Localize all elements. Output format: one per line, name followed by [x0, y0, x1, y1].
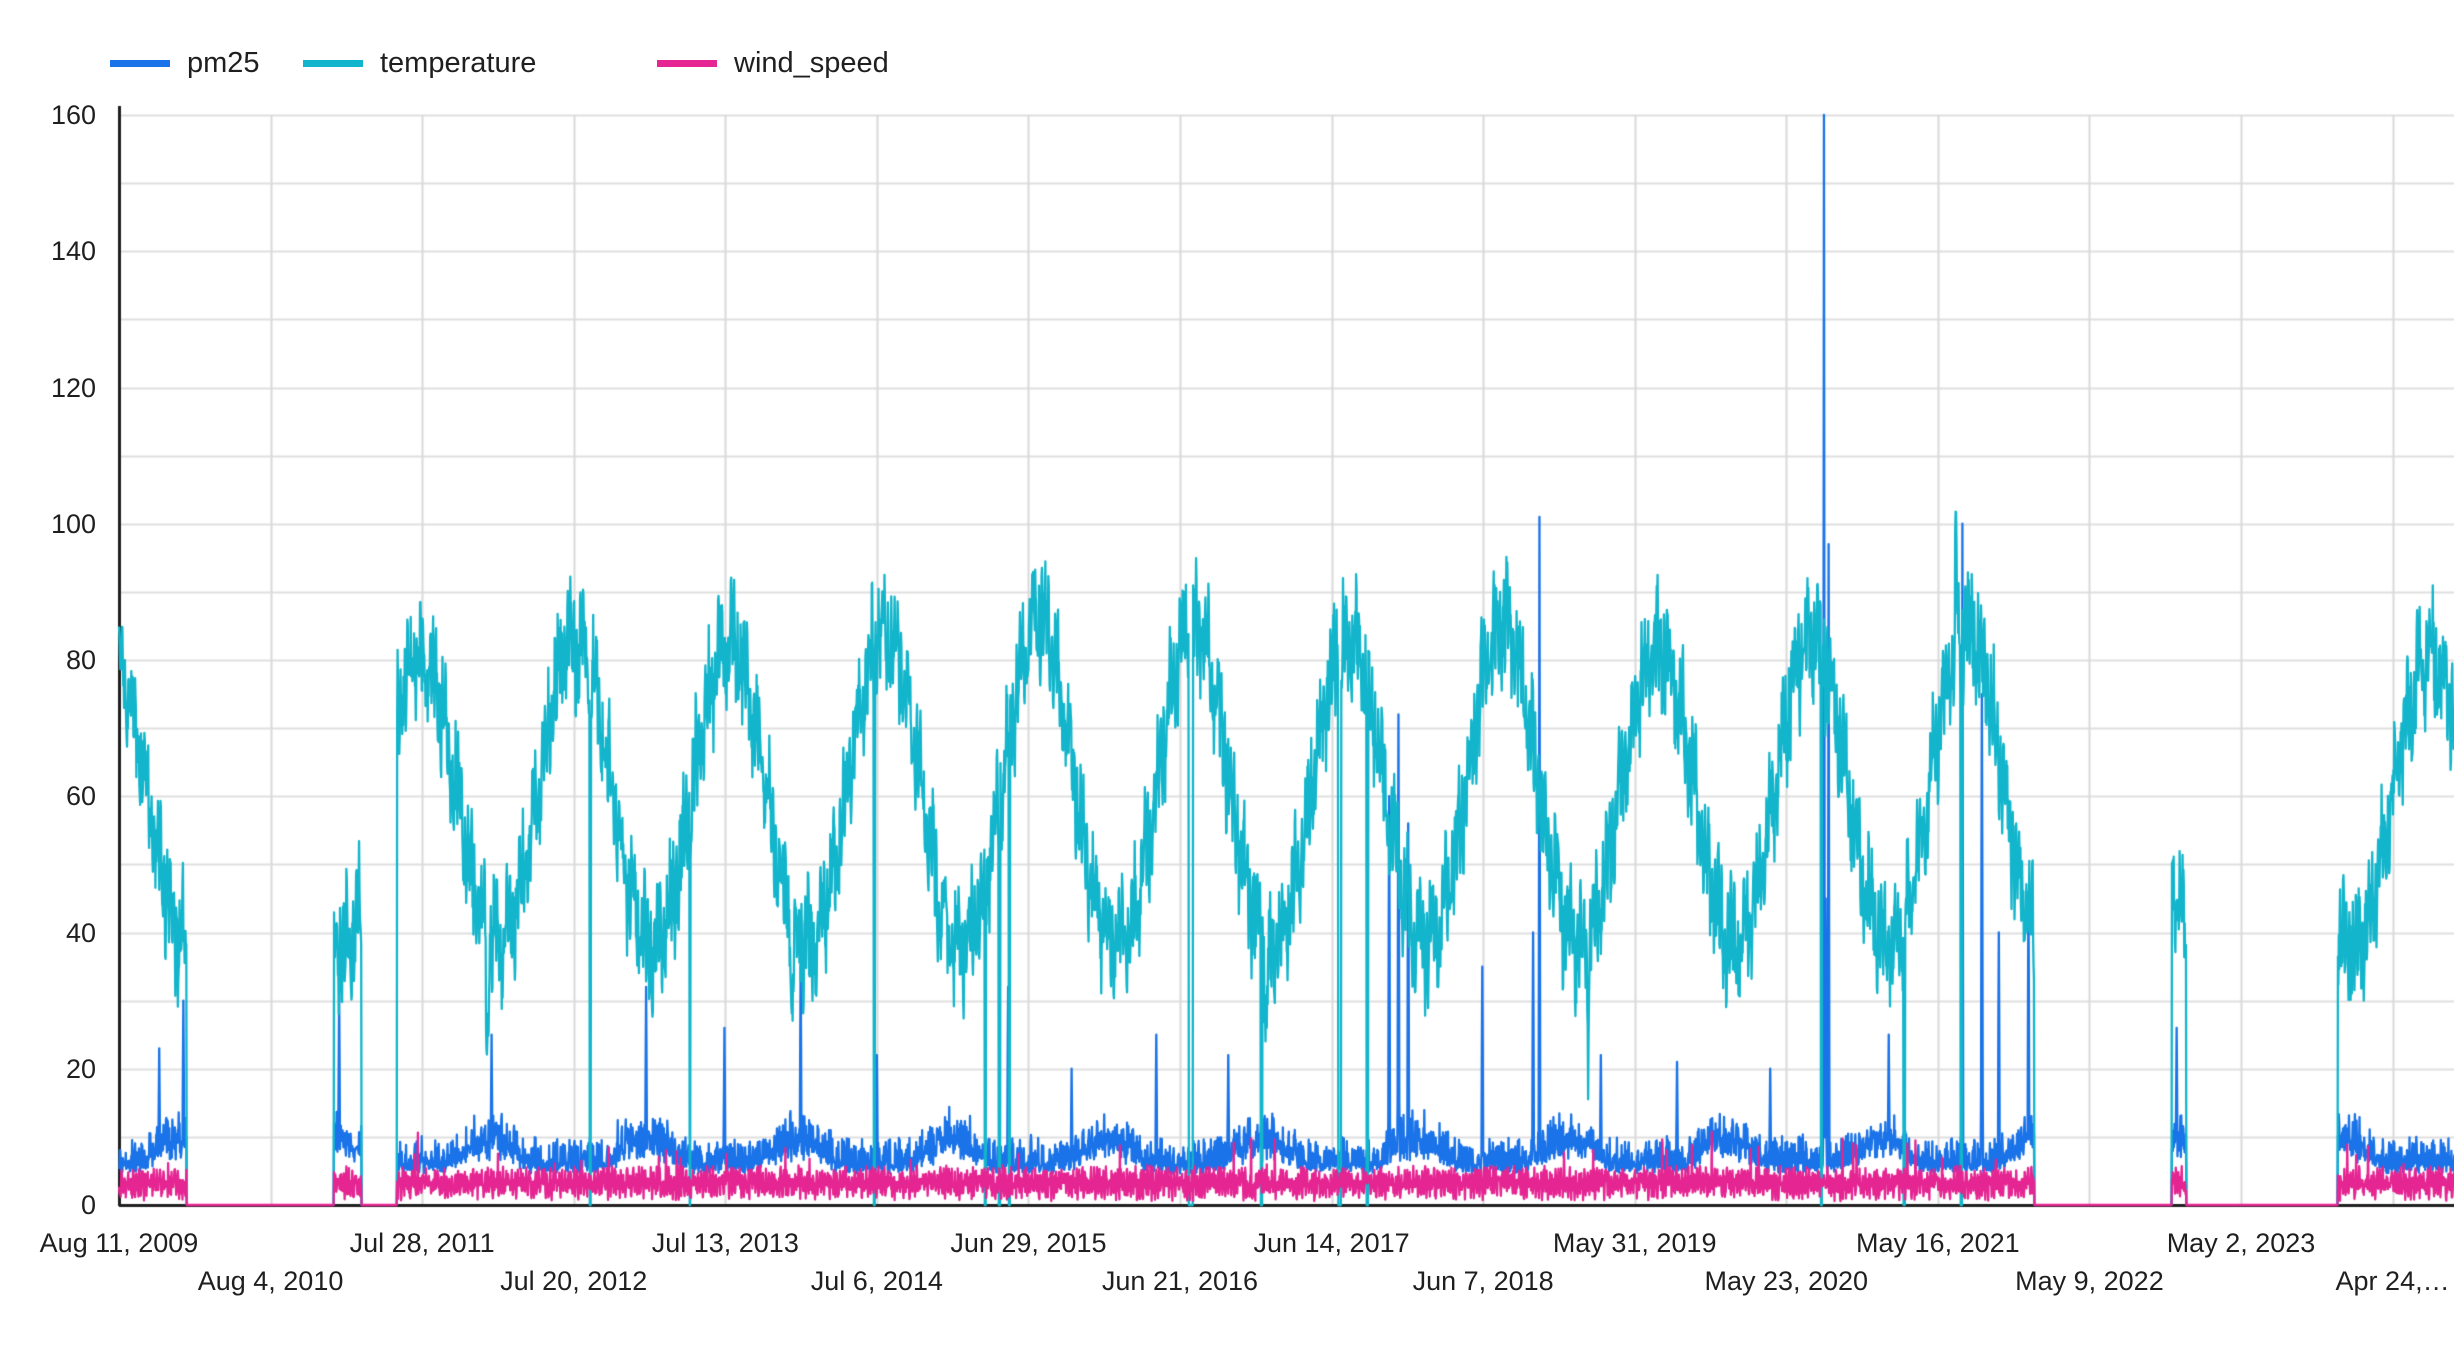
x-tick-label: Jun 29, 2015	[950, 1228, 1107, 1258]
y-tick-label: 40	[65, 917, 96, 948]
x-tick-label: Jul 20, 2012	[500, 1266, 648, 1296]
y-tick-label: 20	[65, 1053, 96, 1084]
x-tick-label: Jun 14, 2017	[1253, 1228, 1410, 1258]
x-tick-label: May 23, 2020	[1704, 1266, 1869, 1296]
y-tick-label: 60	[65, 781, 96, 812]
x-tick-label: Apr 24,…	[2335, 1266, 2450, 1296]
y-tick-label: 120	[50, 372, 96, 403]
legend-label-temperature: temperature	[380, 47, 537, 79]
legend-item-pm25[interactable]: pm25	[110, 48, 260, 78]
legend-swatch-temperature-icon	[303, 59, 363, 67]
legend-swatch-pm25-icon	[110, 59, 170, 67]
y-tick-label: 0	[80, 1190, 96, 1220]
x-tick-label: Jul 6, 2014	[810, 1266, 943, 1296]
x-tick-label: Jul 13, 2013	[651, 1228, 799, 1258]
y-tick-label: 80	[65, 645, 96, 675]
x-tick-label: May 16, 2021	[1856, 1228, 2020, 1258]
legend-label-wind-speed: wind_speed	[734, 47, 889, 79]
x-tick-label: Jun 7, 2018	[1412, 1266, 1554, 1296]
x-tick-label: Jul 28, 2011	[349, 1228, 495, 1258]
x-tick-label: Jun 21, 2016	[1101, 1266, 1259, 1296]
x-tick-label: May 9, 2022	[2015, 1266, 2164, 1296]
x-tick-label: Aug 4, 2010	[197, 1266, 344, 1296]
y-tick-label: 140	[50, 236, 96, 267]
legend-swatch-wind-speed-icon	[657, 59, 717, 67]
x-tick-label: May 2, 2023	[2166, 1228, 2316, 1258]
x-tick-label: May 31, 2019	[1552, 1228, 1717, 1258]
legend-item-temperature[interactable]: temperature	[303, 48, 536, 78]
legend-item-wind-speed[interactable]: wind_speed	[657, 48, 889, 78]
x-tick-label: Aug 11, 2009	[39, 1228, 199, 1258]
y-tick-label: 160	[50, 100, 96, 130]
legend-label-pm25: pm25	[187, 47, 260, 79]
y-tick-label: 100	[50, 508, 96, 539]
